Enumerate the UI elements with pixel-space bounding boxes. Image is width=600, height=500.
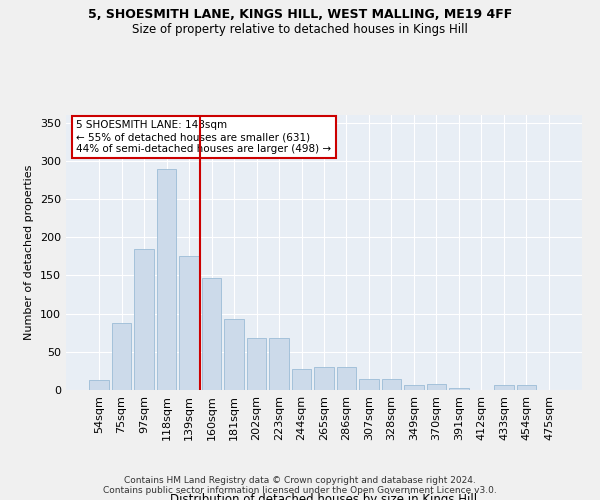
Text: Size of property relative to detached houses in Kings Hill: Size of property relative to detached ho… <box>132 22 468 36</box>
Bar <box>224 319 244 390</box>
X-axis label: Distribution of detached houses by size in Kings Hill: Distribution of detached houses by size … <box>170 493 478 500</box>
Bar <box>314 367 334 390</box>
Bar <box>89 380 109 390</box>
Bar <box>449 388 469 390</box>
Bar <box>179 256 199 390</box>
Y-axis label: Number of detached properties: Number of detached properties <box>25 165 34 340</box>
Text: Contains HM Land Registry data © Crown copyright and database right 2024.
Contai: Contains HM Land Registry data © Crown c… <box>103 476 497 495</box>
Bar <box>292 368 311 390</box>
Bar <box>269 338 289 390</box>
Bar <box>427 384 446 390</box>
Bar <box>517 386 536 390</box>
Bar <box>359 378 379 390</box>
Bar <box>247 338 266 390</box>
Text: 5 SHOESMITH LANE: 148sqm
← 55% of detached houses are smaller (631)
44% of semi-: 5 SHOESMITH LANE: 148sqm ← 55% of detach… <box>76 120 331 154</box>
Bar <box>404 384 424 390</box>
Text: 5, SHOESMITH LANE, KINGS HILL, WEST MALLING, ME19 4FF: 5, SHOESMITH LANE, KINGS HILL, WEST MALL… <box>88 8 512 20</box>
Bar <box>494 386 514 390</box>
Bar <box>202 278 221 390</box>
Bar <box>112 323 131 390</box>
Bar <box>337 367 356 390</box>
Bar <box>157 169 176 390</box>
Bar <box>382 378 401 390</box>
Bar <box>134 248 154 390</box>
